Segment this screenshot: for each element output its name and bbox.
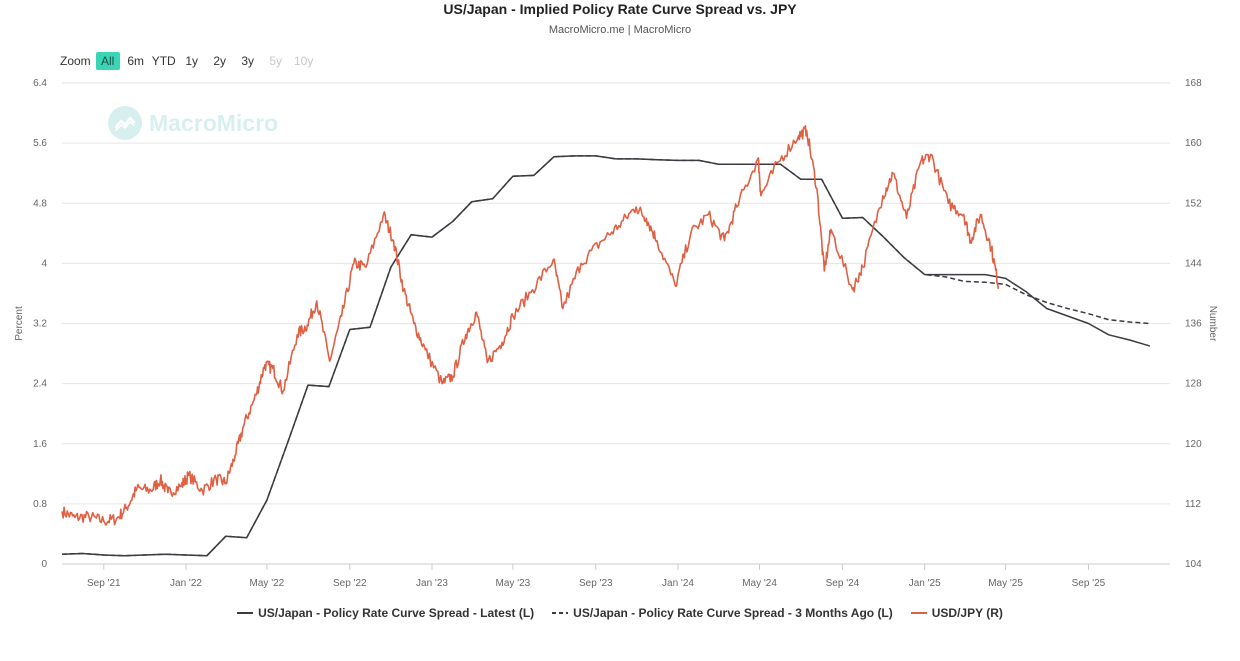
zoom-button-1y[interactable]: 1y <box>185 54 199 68</box>
chart-subtitle: MacroMicro.me | MacroMicro <box>548 24 692 36</box>
y-left-tick-label: 0.8 <box>33 499 47 510</box>
chart-plot-area: 0 0.8 1.6 2.4 3.2 4 4.8 5.6 6.4 104 112 120 128 136 14… <box>14 78 1218 589</box>
y-right-tick-label: 128 <box>1185 379 1202 390</box>
legend-item-latest[interactable]: US/Japan - Policy Rate Curve Spread - La… <box>237 606 534 620</box>
chart-logo-icon <box>108 106 142 140</box>
y-left-tick-label: 0 <box>41 559 47 570</box>
y-right-tick-label: 112 <box>1185 499 1201 510</box>
y-left-tick-label: 5.6 <box>33 138 47 149</box>
legend-label-three-months-ago: US/Japan - Policy Rate Curve Spread - 3 … <box>573 606 893 620</box>
x-tick-label: May '23 <box>496 578 531 589</box>
series-line-three-months-ago <box>61 155 1150 557</box>
y-right-tick-label: 136 <box>1185 319 1202 330</box>
zoom-button-2y[interactable]: 2y <box>213 54 227 68</box>
y-left-tick-label: 2.4 <box>33 379 47 390</box>
y-right-tick-label: 168 <box>1185 78 1202 89</box>
x-tick-label: Jan '22 <box>170 578 202 589</box>
y-right-tick-label: 144 <box>1185 258 1202 269</box>
legend-label-usdjpy: USD/JPY (R) <box>931 606 1003 620</box>
x-tick-label: Jan '23 <box>416 578 448 589</box>
zoom-toolbar: Zoom All 6m YTD 1y 2y 3y 5y 10y <box>56 51 320 71</box>
y-left-axis-label: Percent <box>14 306 25 341</box>
series-line-usdjpy <box>61 125 1000 526</box>
chart-legend: US/Japan - Policy Rate Curve Spread - La… <box>0 606 1240 620</box>
x-tick-label: May '22 <box>250 578 285 589</box>
y-right-axis-label: Number <box>1207 306 1218 342</box>
y-right-tick-label: 120 <box>1185 439 1202 450</box>
series-line-latest <box>61 155 1151 557</box>
legend-label-latest: US/Japan - Policy Rate Curve Spread - La… <box>258 606 535 620</box>
legend-swatch-latest <box>237 612 254 614</box>
x-tick-label: Jan '24 <box>662 578 694 589</box>
y-left-tick-label: 4.8 <box>33 198 47 209</box>
y-left-tick-label: 6.4 <box>33 78 47 89</box>
y-right-tick-label: 152 <box>1185 198 1202 209</box>
zoom-label: Zoom <box>60 54 91 68</box>
x-tick-label: Sep '25 <box>1072 578 1106 589</box>
zoom-button-6m[interactable]: 6m <box>127 54 145 68</box>
legend-item-usdjpy[interactable]: USD/JPY (R) <box>910 606 1003 620</box>
zoom-button-3y[interactable]: 3y <box>241 54 255 68</box>
zoom-button-10y: 10y <box>294 54 314 68</box>
legend-item-three-months-ago[interactable]: US/Japan - Policy Rate Curve Spread - 3 … <box>552 606 893 620</box>
y-right-tick-label: 160 <box>1185 138 1202 149</box>
zoom-button-5y: 5y <box>269 54 283 68</box>
y-left-tick-label: 3.2 <box>33 319 47 330</box>
x-tick-label: Sep '24 <box>826 578 860 589</box>
x-tick-label: May '25 <box>988 578 1023 589</box>
y-right-tick-label: 104 <box>1185 559 1202 570</box>
x-tick-label: Jan '25 <box>909 578 941 589</box>
legend-swatch-three-months-ago <box>552 612 569 614</box>
zoom-button-ytd[interactable]: YTD <box>151 54 176 68</box>
zoom-button-all[interactable]: All <box>95 52 120 70</box>
y-left-tick-label: 4 <box>41 258 47 269</box>
watermark-text: MacroMicro <box>149 109 279 136</box>
x-tick-label: Sep '21 <box>87 578 121 589</box>
y-left-tick-label: 1.6 <box>33 439 47 450</box>
chart-title: US/Japan - Implied Policy Rate Curve Spr… <box>443 1 797 17</box>
x-tick-label: May '24 <box>742 578 777 589</box>
x-tick-label: Sep '22 <box>333 578 367 589</box>
x-tick-label: Sep '23 <box>579 578 613 589</box>
watermark: MacroMicro <box>108 106 278 140</box>
legend-swatch-usdjpy <box>910 612 927 614</box>
